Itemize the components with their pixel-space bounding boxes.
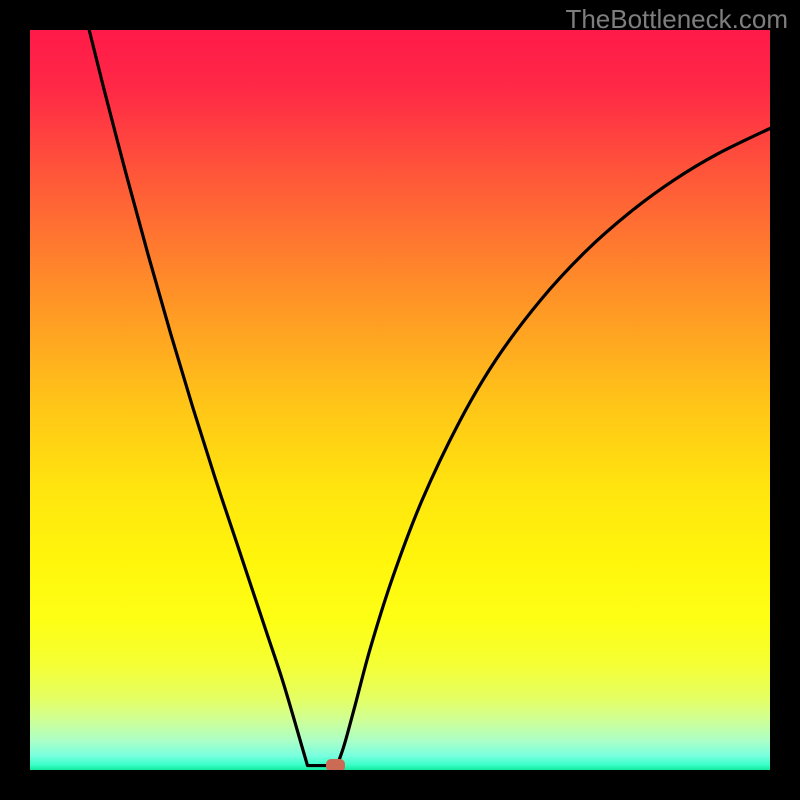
plot-area — [30, 30, 770, 770]
watermark-text: TheBottleneck.com — [565, 4, 788, 35]
optimal-point-marker — [326, 759, 345, 770]
bottleneck-curve — [30, 30, 770, 770]
